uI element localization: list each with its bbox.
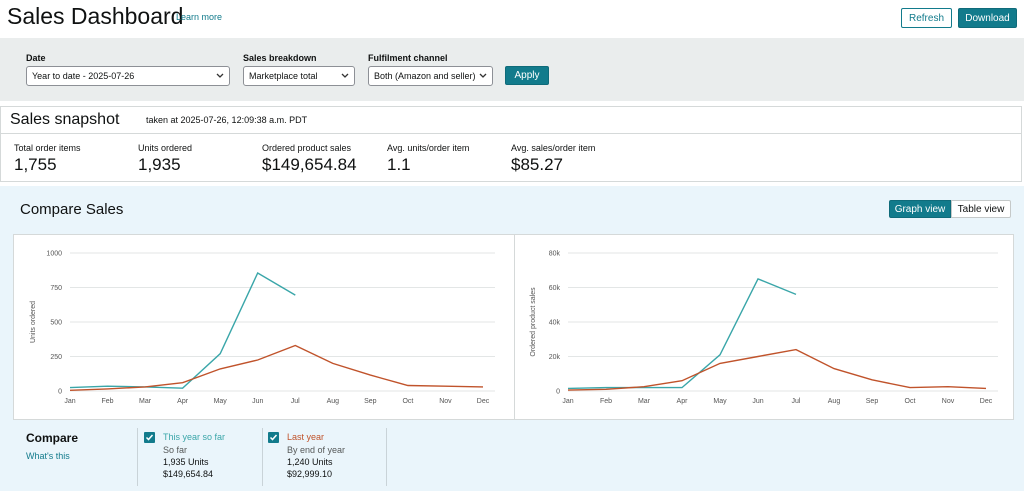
x-tick-label: Jul xyxy=(291,398,300,405)
y-tick-label: 80k xyxy=(549,251,561,258)
metric-value: 1,935 xyxy=(138,155,181,174)
page-title: Sales Dashboard xyxy=(7,3,184,29)
legend-period: By end of year xyxy=(287,445,346,455)
y-tick-label: 0 xyxy=(58,389,62,396)
series-line xyxy=(567,348,987,391)
series-line xyxy=(567,278,797,390)
dropdown-value: Both (Amazon and seller) xyxy=(374,71,476,81)
legend-name: Last year xyxy=(287,432,325,442)
y-tick-label: 20k xyxy=(549,354,561,361)
metric-label: Ordered product sales xyxy=(262,143,352,153)
download-button[interactable]: Download xyxy=(958,8,1017,28)
legend-units: 1,240 Units xyxy=(287,457,333,467)
x-tick-label: Apr xyxy=(177,398,189,405)
x-tick-label: Aug xyxy=(327,398,340,405)
x-tick-label: Apr xyxy=(677,398,689,405)
x-tick-label: Mar xyxy=(139,398,152,405)
sales-chart: 0 20k 40k 60k 80k Jan Feb Mar Apr May Jun Jul Aug Sep… xyxy=(530,251,998,405)
x-tick-label: Dec xyxy=(477,398,490,405)
divider xyxy=(386,428,387,486)
learn-more-link[interactable]: Learn more xyxy=(176,12,223,22)
x-tick-label: Nov xyxy=(439,398,452,405)
checkbox[interactable] xyxy=(268,432,279,443)
x-tick-label: May xyxy=(713,398,727,405)
x-tick-label: Oct xyxy=(402,398,413,405)
metric-value: 1.1 xyxy=(387,155,411,174)
legend-title: Compare xyxy=(26,431,79,445)
metric-label: Avg. sales/order item xyxy=(511,143,596,153)
x-tick-label: Nov xyxy=(942,398,955,405)
x-tick-label: Sep xyxy=(866,398,879,405)
x-tick-label: Feb xyxy=(102,398,114,405)
legend-sales: $92,999.10 xyxy=(287,469,333,479)
apply-button[interactable]: Apply xyxy=(505,66,549,85)
channel-dropdown[interactable]: Both (Amazon and seller) xyxy=(368,66,493,86)
graph-view-toggle[interactable]: Graph view xyxy=(889,200,951,218)
x-tick-label: Oct xyxy=(905,398,916,405)
divider xyxy=(137,428,138,486)
metric-label: Units ordered xyxy=(138,143,193,153)
refresh-button[interactable]: Refresh xyxy=(901,8,952,28)
table-view-toggle[interactable]: Table view xyxy=(951,200,1011,218)
x-tick-label: Sep xyxy=(364,398,377,405)
units-chart: 0 250 500 750 1000 Jan Feb Mar Apr May Jun Jul Aug Se… xyxy=(30,251,495,405)
dropdown-value: Year to date - 2025-07-26 xyxy=(32,71,135,81)
series-line xyxy=(69,272,296,389)
snapshot-title: Sales snapshot xyxy=(10,111,120,128)
breakdown-dropdown[interactable]: Marketplace total xyxy=(243,66,355,86)
y-tick-label: 750 xyxy=(50,285,62,292)
x-tick-label: Aug xyxy=(828,398,841,405)
x-tick-label: Jan xyxy=(562,398,573,405)
date-dropdown[interactable]: Year to date - 2025-07-26 xyxy=(26,66,230,86)
y-tick-label: 0 xyxy=(556,389,560,396)
compare-title: Compare Sales xyxy=(20,201,124,218)
legend-name: This year so far xyxy=(163,432,226,442)
y-tick-label: 500 xyxy=(50,320,62,327)
legend-period: So far xyxy=(163,445,188,455)
whats-this-link[interactable]: What's this xyxy=(26,451,70,461)
chevron xyxy=(341,73,349,78)
chevron xyxy=(479,73,487,78)
x-tick-label: Dec xyxy=(980,398,993,405)
dropdown-value: Marketplace total xyxy=(249,71,318,81)
chevron xyxy=(216,73,224,78)
x-tick-label: Jun xyxy=(752,398,763,405)
snapshot-timestamp: taken at 2025-07-26, 12:09:38 a.m. PDT xyxy=(146,115,308,125)
metric-label: Avg. units/order item xyxy=(387,143,470,153)
filter-label: Date xyxy=(26,53,46,63)
y-tick-label: 40k xyxy=(549,320,561,327)
filter-label: Fulfilment channel xyxy=(368,53,448,63)
snapshot-panel xyxy=(0,106,1022,182)
x-tick-label: Jul xyxy=(792,398,801,405)
y-tick-label: 1000 xyxy=(46,251,62,258)
x-tick-label: Jan xyxy=(64,398,75,405)
y-tick-label: 60k xyxy=(549,285,561,292)
x-tick-label: Jun xyxy=(252,398,263,405)
checkbox[interactable] xyxy=(144,432,155,443)
divider xyxy=(514,234,515,420)
y-tick-label: 250 xyxy=(50,354,62,361)
legend-units: 1,935 Units xyxy=(163,457,209,467)
metric-value: 1,755 xyxy=(14,155,57,174)
metric-value: $85.27 xyxy=(511,155,563,174)
x-tick-label: Feb xyxy=(600,398,612,405)
legend-sales: $149,654.84 xyxy=(163,469,214,479)
divider xyxy=(0,133,1022,134)
filter-label: Sales breakdown xyxy=(243,53,317,63)
divider xyxy=(262,428,263,486)
series-line xyxy=(69,344,484,391)
x-tick-label: Mar xyxy=(638,398,651,405)
metric-value: $149,654.84 xyxy=(262,155,357,174)
y-axis-label: Units ordered xyxy=(30,301,37,343)
x-tick-label: May xyxy=(214,398,228,405)
metric-label: Total order items xyxy=(14,143,81,153)
y-axis-label: Ordered product sales xyxy=(530,287,537,357)
chart-panel xyxy=(13,234,1014,420)
